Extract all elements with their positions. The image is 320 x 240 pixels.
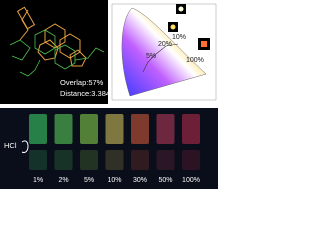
vial-bottom	[156, 150, 175, 170]
reagent-label: HCl	[4, 141, 17, 150]
figure: Overlap:57% Distance:3.384Å 100% 20% 10%…	[0, 0, 218, 189]
vial-top	[131, 114, 149, 144]
vial-bottom	[80, 150, 98, 170]
vial-bottom	[182, 150, 200, 170]
cie-label: 20%	[158, 41, 172, 48]
concentration-label: 10%	[107, 177, 121, 184]
concentration-label: 2%	[58, 177, 68, 184]
cie-label: 10%	[172, 34, 186, 41]
inset-white-glow	[178, 6, 184, 12]
overlap-label: Overlap:57%	[60, 78, 104, 87]
vial-top	[182, 114, 200, 144]
molecule-background	[0, 0, 108, 104]
distance-label: Distance:3.384Å	[60, 89, 115, 98]
cie-frame	[111, 3, 217, 101]
vial-top	[156, 114, 175, 144]
vial-bottom	[131, 150, 149, 170]
vial-top	[80, 114, 98, 144]
cie-trace	[142, 43, 179, 73]
vial-bottom	[29, 150, 47, 170]
concentration-label: 1%	[33, 177, 43, 184]
vial-top	[29, 114, 47, 144]
inset-yellow-glow	[170, 24, 176, 30]
vial-top	[54, 114, 73, 144]
concentration-label: 30%	[133, 177, 147, 184]
vial-bottom	[105, 150, 124, 170]
molecule-bottom	[9, 29, 105, 77]
vial-bottom	[54, 150, 73, 170]
reagent-arrow	[21, 140, 29, 153]
inset-orange-glow	[201, 41, 207, 47]
concentration-label: 5%	[84, 177, 94, 184]
cie-label: 100%	[186, 57, 204, 64]
concentration-label: 50%	[158, 177, 172, 184]
cie-diagram	[121, 7, 207, 97]
concentration-label: 100%	[182, 177, 200, 184]
vial-top	[105, 114, 124, 144]
cie-label: 5%	[146, 53, 156, 60]
